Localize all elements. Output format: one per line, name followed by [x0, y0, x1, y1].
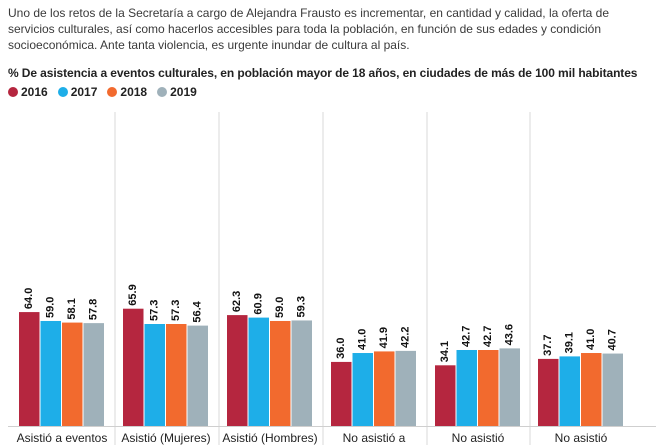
legend-label-2019: 2019 [170, 85, 197, 99]
bar-asisti-a-eventos-2017 [40, 320, 61, 426]
value-label-asisti-mujeres-2019: 56.4 [192, 300, 204, 322]
legend-swatch-2016 [8, 87, 18, 97]
bar-no-asisti-2019 [602, 353, 623, 426]
value-label-no-asisti-a-2017: 41.0 [357, 329, 369, 350]
value-label-no-asisti-2017: 39.1 [564, 332, 576, 353]
category-label-asisti-mujeres: Asistió (Mujeres) [121, 431, 210, 445]
bar-no-asisti-2018 [478, 349, 499, 426]
bar-no-asisti-a-2016 [331, 361, 352, 426]
value-label-asisti-a-eventos-2016: 64.0 [23, 288, 35, 309]
value-label-asisti-hombres-2016: 62.3 [231, 291, 243, 312]
value-label-asisti-mujeres-2016: 65.9 [127, 284, 139, 305]
bar-asisti-mujeres-2019 [187, 325, 208, 426]
legend-label-2017: 2017 [70, 85, 98, 99]
bar-asisti-a-eventos-2016 [19, 312, 40, 426]
bar-no-asisti-2017 [559, 356, 580, 426]
category-label-no-asisti: No asistió [452, 431, 505, 445]
bar-no-asisti-2019 [499, 348, 520, 426]
value-label-asisti-hombres-2019: 59.3 [296, 296, 308, 317]
value-label-asisti-a-eventos-2018: 58.1 [66, 298, 78, 319]
value-label-no-asisti-a-2016: 36.0 [335, 337, 347, 358]
legend-item-2017: 2017 [57, 85, 98, 99]
bar-no-asisti-2018 [581, 353, 602, 426]
bar-no-asisti-a-2017 [352, 353, 373, 426]
value-label-asisti-mujeres-2018: 57.3 [170, 300, 182, 321]
value-label-asisti-hombres-2018: 59.0 [274, 297, 286, 318]
value-label-asisti-mujeres-2017: 57.3 [149, 300, 161, 321]
bar-no-asisti-2017 [456, 349, 477, 426]
category-label-no-asisti: No asistió [555, 431, 608, 445]
value-label-no-asisti-2019: 40.7 [607, 329, 619, 350]
legend-swatch-2019 [157, 87, 168, 97]
legend-label-2016: 2016 [21, 85, 48, 99]
bar-no-asisti-2016 [538, 358, 559, 426]
bar-asisti-hombres-2019 [291, 320, 312, 426]
value-label-no-asisti-2017: 42.7 [461, 326, 473, 347]
intro-paragraph: Uno de los retos de la Secretaría a carg… [8, 6, 610, 52]
value-label-no-asisti-2019: 43.6 [504, 324, 516, 345]
bar-no-asisti-2016 [435, 365, 456, 426]
value-label-no-asisti-2018: 41.0 [585, 329, 597, 350]
legend-item-2019: 2019 [157, 85, 197, 99]
legend-item-2016: 2016 [8, 85, 48, 99]
value-label-no-asisti-a-2019: 42.2 [400, 326, 412, 347]
value-label-no-asisti-a-2018: 41.9 [378, 327, 390, 348]
bar-asisti-a-eventos-2018 [62, 322, 83, 426]
category-label-asisti-hombres: Asistió (Hombres) [222, 431, 317, 445]
value-label-no-asisti-2018: 42.7 [482, 326, 494, 347]
chart-legend: 2016 2017 2018 2019 [8, 85, 197, 99]
bar-no-asisti-a-2018 [374, 351, 395, 426]
bar-asisti-mujeres-2018 [166, 324, 187, 426]
value-label-no-asisti-2016: 34.1 [439, 341, 451, 362]
bar-asisti-hombres-2017 [248, 317, 269, 426]
bar-asisti-hombres-2018 [270, 320, 291, 426]
category-label-no-asisti-a: No asistió a [343, 431, 406, 445]
legend-label-2018: 2018 [120, 85, 148, 99]
value-label-asisti-hombres-2017: 60.9 [253, 293, 265, 314]
legend-swatch-2018 [107, 87, 118, 97]
bar-asisti-hombres-2016 [227, 315, 248, 426]
category-label-asisti-a-eventos: Asistió a eventos [17, 431, 108, 445]
bar-asisti-a-eventos-2019 [83, 323, 104, 426]
value-label-no-asisti-2016: 37.7 [542, 334, 554, 355]
value-label-asisti-a-eventos-2019: 57.8 [88, 299, 100, 320]
bar-asisti-mujeres-2017 [144, 324, 165, 426]
value-label-asisti-a-eventos-2017: 59.0 [45, 297, 57, 318]
legend-swatch-2017 [57, 87, 68, 97]
chart-title: % De asistencia a eventos culturales, en… [8, 66, 638, 80]
bar-asisti-mujeres-2016 [123, 308, 144, 426]
legend-item-2018: 2018 [107, 85, 147, 99]
bar-no-asisti-a-2019 [395, 350, 416, 426]
